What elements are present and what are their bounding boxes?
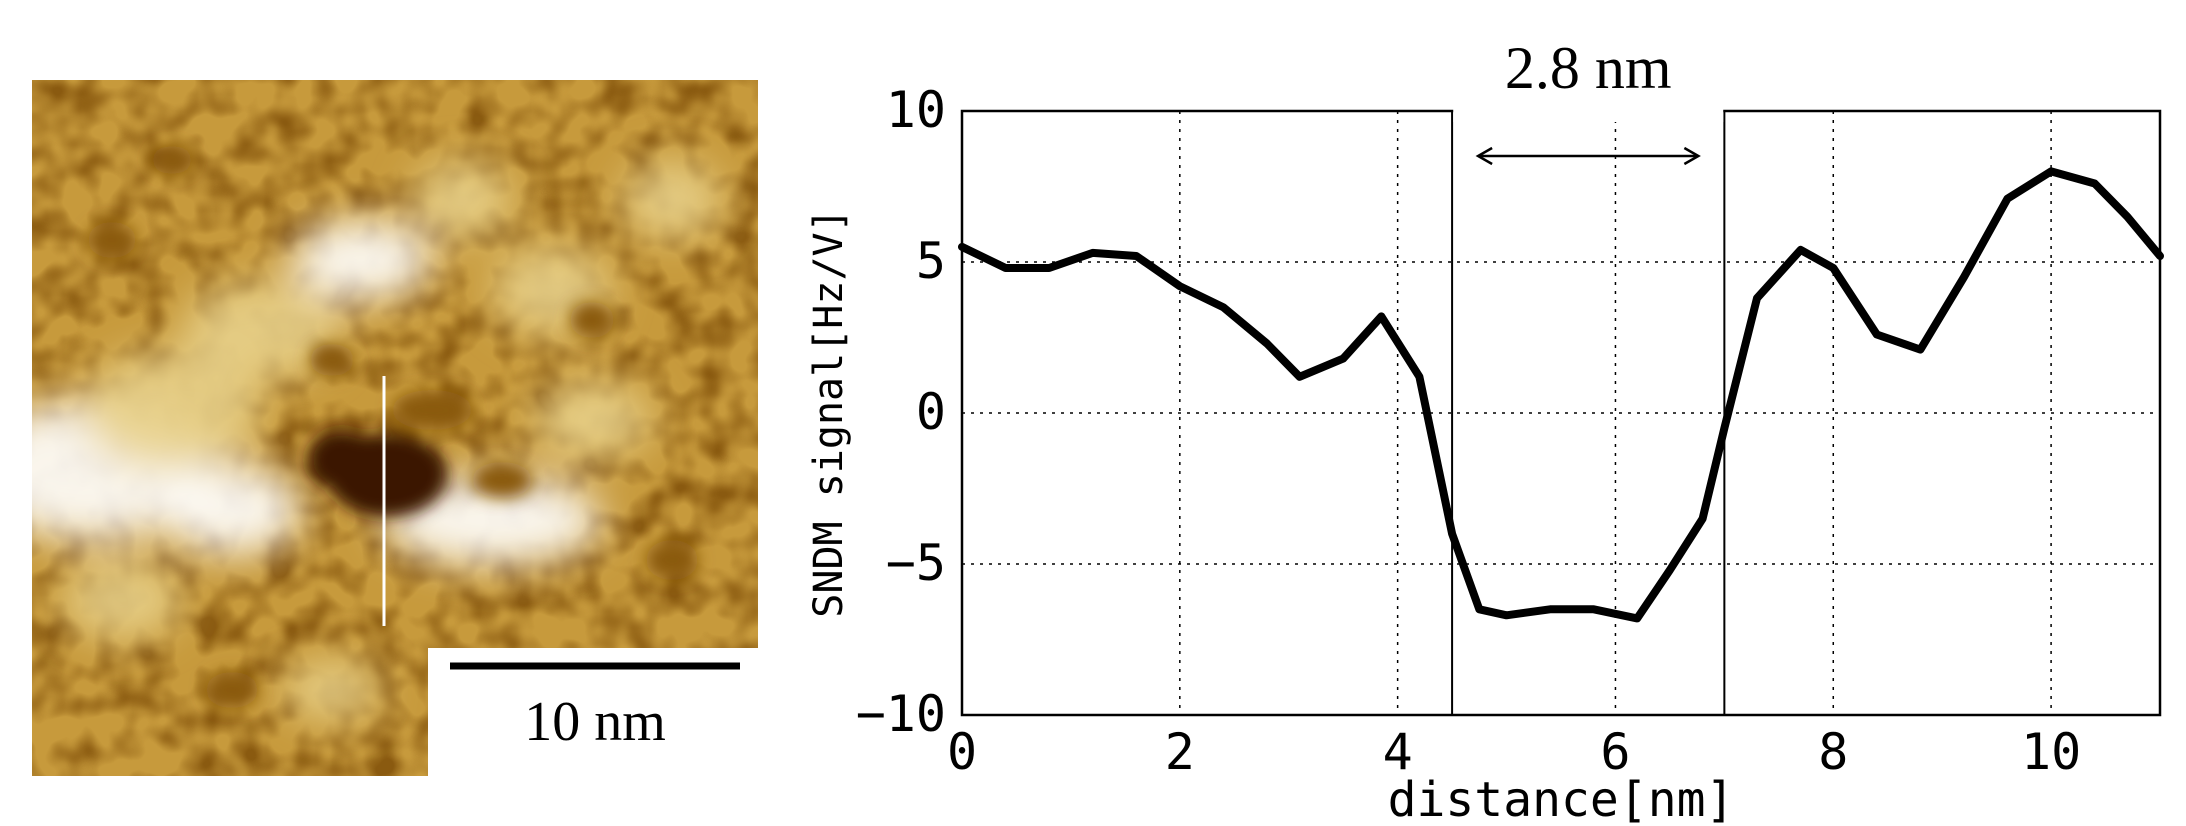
scan-bright-blob [622, 160, 722, 240]
x-tick-label: 6 [1600, 723, 1630, 781]
chart-canvas: 0 2 4 6 8 10 −10 −5 0 5 10 distance[nm] SNDM signa… [806, 30, 2164, 826]
scan-dark-blob [308, 430, 376, 490]
annotation-label-background [1453, 30, 1724, 122]
scan-dark-blob [472, 462, 532, 498]
scan-bright-blob [532, 380, 652, 460]
scan-dark-blob [646, 540, 698, 580]
y-tick-label: −10 [856, 685, 946, 743]
x-axis-label: distance[nm] [1388, 772, 1735, 826]
y-axis-label: SNDM signal[Hz/V] [806, 208, 852, 617]
scan-bright-blob [412, 160, 512, 240]
chart-grid [962, 111, 2160, 715]
scan-bright-blob [162, 465, 302, 555]
scan-bright-blob [182, 280, 342, 380]
y-tick-label: 5 [916, 232, 946, 290]
x-tick-label: 2 [1165, 723, 1195, 781]
scan-bright-blob [282, 660, 382, 720]
y-tick-label: −5 [886, 534, 946, 592]
scan-dark-blob [570, 302, 614, 338]
sndm-scan-image: 10 nm [32, 80, 758, 776]
x-tick-label: 0 [947, 723, 977, 781]
scan-bright-blob [62, 560, 182, 640]
y-tick-label: 0 [916, 383, 946, 441]
x-tick-label: 8 [1818, 723, 1848, 781]
scan-dark-blob [206, 672, 258, 708]
y-tick-label: 10 [886, 81, 946, 139]
x-tick-label: 4 [1383, 723, 1413, 781]
scan-bright-regions [32, 160, 722, 720]
scan-dark-blob [310, 344, 354, 376]
scan-dark-regions [88, 146, 698, 716]
scan-image-canvas: 10 nm [32, 80, 758, 776]
scan-dark-blob [88, 222, 136, 258]
scan-bright-blob [82, 350, 262, 470]
scan-dark-blob [392, 390, 472, 430]
scan-bright-blob [292, 220, 432, 300]
line-profile-chart: 0 2 4 6 8 10 −10 −5 0 5 10 distance[nm] SNDM signa… [780, 0, 2186, 826]
x-tick-label: 10 [2021, 723, 2081, 781]
annotation-arrow-head-right [1683, 146, 1701, 166]
scan-dark-blob [152, 146, 192, 174]
tick-labels: 0 2 4 6 8 10 −10 −5 0 5 10 [856, 81, 2082, 781]
width-annotation-label: 2.8 nm [1505, 35, 1672, 101]
annotation-arrow-head-left [1475, 146, 1493, 166]
sndm-signal-line [958, 167, 2164, 623]
scale-bar-label: 10 nm [524, 691, 666, 753]
